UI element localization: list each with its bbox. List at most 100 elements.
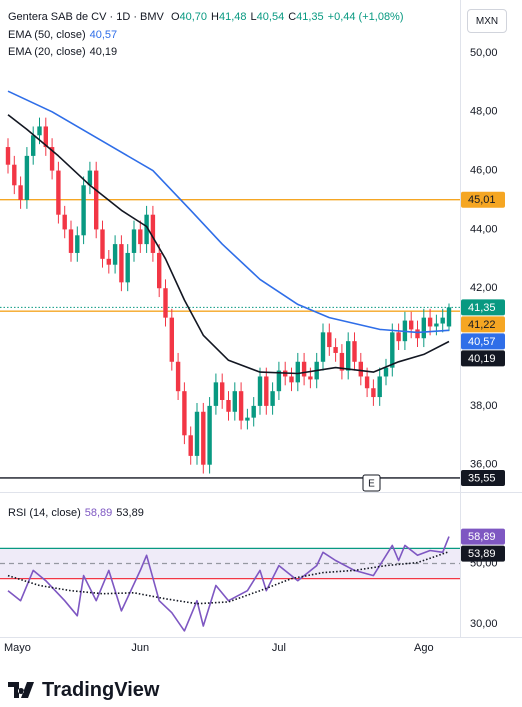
ohlc-label: H [211, 11, 219, 23]
ohlc-value: 40,54 [256, 11, 285, 23]
candle-body [377, 376, 382, 398]
candle-body [12, 164, 17, 186]
candle-body [352, 341, 357, 362]
candle-body [24, 155, 30, 200]
price-badge-label: 58,89 [468, 531, 496, 543]
series-line [7, 550, 450, 605]
candle-body [289, 376, 294, 383]
x-tick-label: Jun [131, 642, 149, 654]
legend-ema50[interactable]: EMA (50, close) 40,57 [8, 29, 121, 41]
event-marker[interactable] [362, 474, 381, 492]
legend-name: RSI (14, close) [8, 507, 81, 519]
price-badge-label: 35,55 [468, 472, 496, 484]
candle-body [409, 320, 414, 330]
change: +0,44 (+1,08%) [327, 11, 404, 23]
y-tick-label: 30,00 [470, 618, 498, 630]
candle-body [333, 347, 338, 353]
candle-body [226, 400, 231, 412]
legend-ema20[interactable]: EMA (20, close) 40,19 [8, 46, 121, 58]
x-tick-label: Jul [272, 642, 286, 654]
candle-body [150, 214, 156, 253]
price-badge-label: 40,57 [468, 336, 496, 348]
y-tick-label: 48,00 [470, 106, 498, 118]
candle-body [264, 376, 269, 406]
series-line [7, 114, 450, 375]
candle-body [31, 135, 36, 156]
price-badge-label: 53,89 [468, 548, 496, 560]
candle-body [5, 147, 11, 165]
price-badge [461, 316, 505, 333]
candle-body [163, 288, 168, 318]
candle-body [144, 214, 149, 245]
candle-body [320, 332, 326, 362]
candle-body [415, 329, 420, 339]
event-label[interactable]: E [368, 479, 375, 490]
candle-body [125, 252, 130, 283]
candle-body [62, 214, 67, 230]
x-tick-label: Mayo [4, 642, 31, 654]
ohlc: O40,70 H41,48 L40,54 C41,35 +0,44 (+1,08%) [171, 11, 408, 23]
price-plot [0, 90, 460, 479]
candle-body [371, 388, 376, 398]
candle-body [257, 376, 263, 406]
candle-body [295, 361, 300, 383]
candle-body [56, 170, 61, 215]
price-badge [461, 333, 505, 350]
candle-body [43, 126, 48, 148]
candle-body [87, 170, 93, 186]
candle-body [188, 435, 193, 456]
price-badge [461, 469, 505, 486]
logo-text: TradingView [42, 679, 160, 701]
ohlc-label: C [288, 11, 297, 23]
ohlc-value: 40,70 [179, 11, 208, 23]
candle-body [106, 258, 111, 265]
candle-body [49, 147, 55, 171]
candle-body [396, 332, 401, 342]
candle-body [100, 229, 105, 259]
candle-body [18, 185, 23, 200]
price-badge [461, 299, 505, 316]
candle-body [364, 376, 370, 389]
candle-body [251, 405, 256, 418]
candle-body [169, 317, 174, 362]
legend-name: EMA (20, close) [8, 46, 86, 58]
legend-value: 40,19 [89, 46, 118, 58]
price-badge-label: 40,19 [468, 353, 496, 365]
price-badge-label: 45,01 [468, 194, 496, 206]
candle-body [346, 341, 351, 371]
candle-body [390, 332, 395, 368]
candle-body [308, 376, 313, 380]
x-tick-label: Ago [414, 642, 434, 654]
currency-button[interactable]: MXN [467, 9, 507, 33]
logo[interactable]: TradingView [8, 679, 159, 702]
price-badge [461, 191, 505, 208]
symbol-header: Gentera SAB de CV · 1D · BMV O40,70 H41,4… [8, 11, 412, 23]
candle-body [245, 417, 250, 421]
candle-body [94, 170, 99, 230]
legend-rsi[interactable]: RSI (14, close) 58,89 53,89 [8, 507, 148, 519]
candle-body [131, 229, 137, 253]
price-badge [461, 350, 505, 367]
candle-body [68, 229, 74, 253]
y-tick-label: 46,00 [470, 164, 498, 176]
ohlc-value: 41,48 [219, 11, 247, 23]
y-tick-label: 44,00 [470, 223, 498, 235]
candle-body [112, 244, 118, 265]
price-badge-label: 41,22 [468, 319, 496, 331]
candle-body [301, 361, 307, 377]
legend-value: 58,89 [84, 507, 113, 519]
candle-body [358, 361, 363, 377]
candle-body [440, 317, 445, 324]
ohlc-label: O [170, 11, 180, 23]
axes: 50,0048,0046,0044,0042,0038,0036,0050,00… [4, 47, 505, 654]
candle-body [238, 391, 244, 421]
price-badge [461, 545, 505, 562]
legend-value: 53,89 [116, 507, 144, 519]
candle-body [327, 332, 332, 348]
candle-body [201, 411, 206, 465]
y-tick-label: 36,00 [470, 459, 498, 471]
symbol[interactable]: Gentera SAB de CV · 1D · BMV [8, 11, 164, 23]
